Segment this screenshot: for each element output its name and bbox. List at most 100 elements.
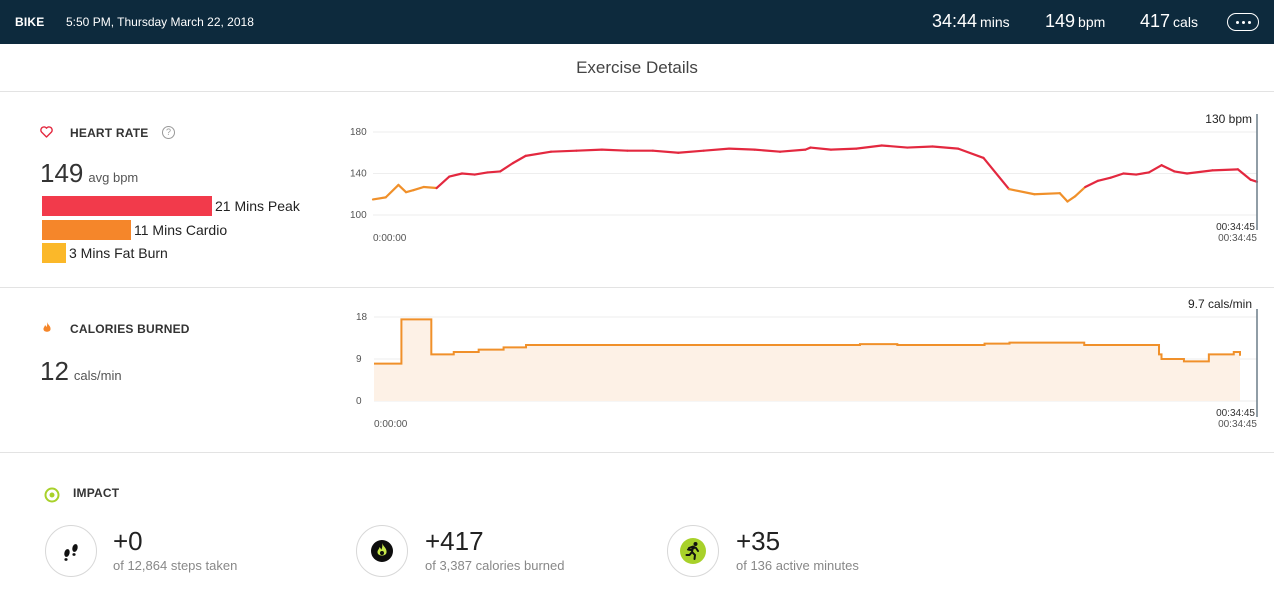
y-tick-label: 18 — [356, 312, 368, 323]
active-minutes-impact-sub: of 136 active minutes — [736, 558, 859, 573]
divider — [0, 91, 1274, 92]
hr-line-segment — [753, 148, 782, 153]
footprints-icon — [45, 525, 97, 577]
hr-line-segment — [651, 149, 680, 154]
calories-line — [374, 318, 1241, 365]
hr-unit: bpm — [1078, 14, 1106, 30]
hr-line-segment — [473, 171, 489, 176]
zone-bar — [42, 243, 66, 263]
calories-area — [374, 319, 1240, 401]
hr-line-segment — [575, 148, 604, 152]
cal-unit: cals — [1173, 14, 1198, 30]
hr-line-segment — [600, 148, 629, 152]
y-tick-label: 100 — [350, 210, 367, 221]
runner-icon — [667, 525, 719, 577]
hr-line-segment — [1109, 172, 1125, 179]
hr-line-segment — [524, 150, 553, 157]
calories-rate-value: 12 — [40, 356, 69, 386]
hr-line-segment — [1173, 170, 1189, 175]
hr-line-segment — [956, 147, 985, 160]
hr-line-segment — [1236, 168, 1252, 181]
steps-impact-sub: of 12,864 steps taken — [113, 558, 238, 573]
y-tick-label: 0 — [356, 396, 362, 407]
hr-line-segment — [499, 162, 515, 173]
page-title: Exercise Details — [576, 58, 698, 77]
hr-line-segment — [931, 145, 960, 150]
heart-rate-stat: 149 bpm — [1045, 11, 1105, 32]
avg-bpm-unit: avg bpm — [88, 170, 139, 185]
hr-line-segment — [702, 147, 731, 152]
impact-label: IMPACT — [73, 486, 120, 500]
hr-line-segment — [829, 147, 858, 151]
calories-flame-icon — [356, 525, 408, 577]
y-tick-label: 140 — [350, 169, 367, 180]
end-time-label: 00:34:45 — [1216, 222, 1255, 233]
hr-line-segment — [404, 188, 415, 194]
calories-rate: 12 cals/min — [40, 356, 122, 387]
divider — [0, 452, 1274, 453]
heart-icon — [40, 126, 53, 138]
y-tick-label: 9 — [356, 354, 362, 365]
cal-value: 417 — [1140, 11, 1171, 31]
hr-line-segment — [1007, 187, 1036, 196]
hr-line-segment — [906, 145, 934, 149]
calories-rate-unit: cals/min — [73, 368, 122, 383]
current-bpm-label: 130 bpm — [1205, 112, 1252, 126]
calories-impact-value: +417 — [425, 526, 484, 556]
hr-line-segment — [1033, 192, 1061, 196]
calories-impact-sub: of 3,387 calories burned — [425, 558, 565, 573]
hr-line-segment — [855, 144, 883, 150]
hr-value: 149 — [1045, 11, 1076, 31]
hr-line-segment — [1211, 168, 1240, 172]
end-time-label: 00:34:45 — [1218, 419, 1257, 430]
hr-line-segment — [397, 183, 408, 194]
hr-line-segment — [1160, 164, 1176, 173]
start-time-label: 0:00:00 — [373, 233, 407, 244]
end-time-label: 00:34:45 — [1218, 233, 1257, 244]
end-time-label: 00:34:45 — [1216, 408, 1255, 419]
hr-line-segment — [1096, 176, 1112, 182]
hr-line-segment — [728, 147, 756, 151]
hr-line-segment — [1249, 178, 1259, 183]
top-bar: BIKE 5:50 PM, Thursday March 22, 2018 34… — [0, 0, 1274, 44]
avg-bpm-value: 149 — [40, 158, 84, 188]
steps-impact-value: +0 — [113, 526, 143, 556]
heart-rate-label: HEART RATE — [70, 126, 149, 140]
start-time-label: 0:00:00 — [374, 419, 408, 430]
calories-stat: 417 cals — [1140, 11, 1198, 32]
hr-line-segment — [677, 149, 705, 154]
hr-line-segment — [422, 185, 438, 190]
avg-heart-rate: 149 avg bpm — [40, 158, 138, 189]
hr-line-segment — [1084, 179, 1100, 189]
hr-line-segment — [809, 146, 832, 151]
y-tick-label: 180 — [350, 127, 367, 138]
hr-line-segment — [1135, 171, 1150, 176]
help-icon[interactable]: ? — [162, 126, 175, 139]
hr-line-segment — [435, 175, 451, 190]
hr-line-segment — [460, 172, 476, 176]
hr-line-segment — [880, 144, 909, 149]
exercise-datetime: 5:50 PM, Thursday March 22, 2018 — [66, 15, 254, 29]
hr-line-segment — [412, 185, 425, 192]
hr-line-segment — [384, 183, 400, 199]
hr-line-segment — [1058, 192, 1069, 203]
hr-line-segment — [1147, 164, 1163, 174]
activity-type: BIKE — [15, 15, 45, 29]
hr-line-segment — [1066, 195, 1077, 203]
hr-line-segment — [778, 148, 807, 153]
more-dots-icon[interactable] — [1227, 13, 1259, 31]
flame-icon — [43, 322, 51, 332]
divider — [0, 287, 1274, 288]
calories-label: CALORIES BURNED — [70, 322, 190, 336]
hr-line-segment — [1074, 185, 1087, 198]
zone-label: 11 Mins Cardio — [134, 221, 228, 238]
hr-line-segment — [448, 172, 464, 178]
duration-unit: mins — [980, 14, 1010, 30]
hr-line-segment — [1122, 172, 1138, 176]
hr-line-segment — [486, 170, 502, 174]
zone-label: 21 Mins Peak — [215, 198, 300, 214]
hr-line-segment — [1185, 169, 1214, 175]
zone-label: 3 Mins Fat Burn — [69, 245, 168, 261]
